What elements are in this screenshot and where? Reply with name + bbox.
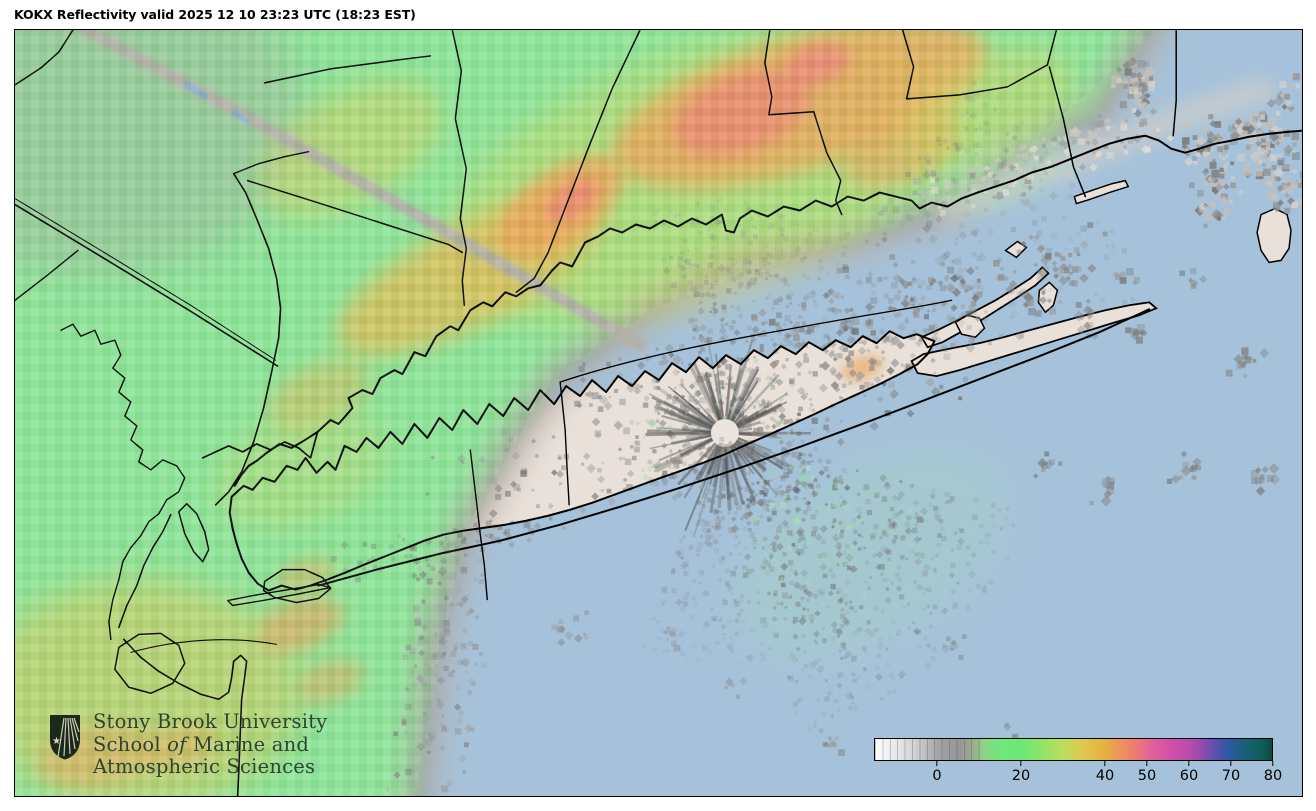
colorbar-tick-label: 0 (932, 768, 942, 784)
logo-line-3: Atmospheric Sciences (93, 755, 316, 778)
mid-salmon-spot (545, 178, 599, 223)
bl-orange2 (296, 659, 365, 704)
sbu-shield-icon: ★ (50, 715, 80, 760)
bronx-coastline (201, 431, 319, 459)
shield-star: ★ (52, 736, 61, 747)
ne-orange (843, 109, 960, 188)
colorbar-tickmark (1188, 761, 1190, 766)
map-title: KOKX Reflectivity valid 2025 12 10 23:23… (14, 7, 416, 22)
east-ocean-clumps (1022, 255, 1281, 507)
colorbar-tickmark (1104, 761, 1106, 766)
hudson-branch-line (232, 150, 310, 175)
county-line-topleft (15, 30, 74, 86)
sw-edge-speckle (384, 527, 487, 793)
connecticut-coastline (316, 129, 1302, 433)
ct-ri-line-1 (901, 30, 1058, 100)
topright-dense (1111, 56, 1302, 229)
westchester-coastline (233, 430, 319, 487)
bl-orange1 (257, 596, 344, 653)
colorbar-tickmark (1020, 761, 1022, 766)
colorbar-frame (874, 738, 1273, 761)
barrier-islands-line (317, 308, 1151, 587)
sbu-logo: ★ Stony Brook University School of Marin… (47, 710, 328, 779)
colorbar-tick-label: 40 (1095, 768, 1115, 784)
harbor-shoreline (118, 513, 172, 629)
boundary-layer (15, 30, 1302, 796)
nj-county-line-2 (108, 459, 186, 641)
staten-island-outline (114, 632, 186, 695)
bl-orange4 (139, 723, 218, 771)
colorbar: 0 20 40 50 60 70 80 (874, 738, 1282, 784)
sandy-hook-spit (232, 654, 248, 796)
raritan-bay-coast (123, 638, 235, 701)
ny-nj-border (15, 203, 279, 367)
nassau-suffolk-line (559, 381, 570, 506)
hudson-river (214, 172, 282, 506)
ct-diagonal-line (246, 179, 464, 254)
echo-layer (15, 30, 1275, 796)
ne-coast-speckle (918, 101, 1175, 216)
west-orange-patch (267, 359, 370, 431)
long-island-coastline (228, 330, 936, 592)
se-green-wash (733, 449, 1007, 660)
top-salmon-core (673, 69, 811, 157)
ct-top-diagonal-line (263, 55, 432, 84)
plum-island (1004, 240, 1028, 259)
colorbar-tick-label: 50 (1137, 768, 1157, 784)
ny-nj-border-parallel (15, 198, 277, 361)
colorbar-tick-label: 60 (1179, 768, 1199, 784)
shield-rays (57, 717, 80, 758)
manhattan-outline (177, 503, 210, 563)
ct-county-vertical-1 (451, 30, 468, 307)
colorbar-tickmark (1272, 761, 1274, 766)
colorbar-tick-label: 20 (1011, 768, 1031, 784)
colorbar-tickmark (1146, 761, 1148, 766)
top-salmon-spot2 (786, 42, 850, 85)
colorbar-step-lines (875, 739, 983, 760)
radar-site (711, 419, 738, 446)
nj-county-line-1 (60, 323, 152, 471)
logo-line-2: School of Marine and (93, 732, 310, 756)
gray-transition-edge (396, 30, 1177, 796)
colorbar-gradient (875, 739, 1272, 760)
logo-line-1: Stony Brook University (93, 710, 328, 733)
block-island (1256, 207, 1292, 264)
ct-ri-line-2 (1048, 66, 1087, 198)
queens-nassau-line (469, 449, 488, 601)
e-yellow (895, 47, 1074, 171)
colorbar-tickmark (936, 761, 938, 766)
nw-yellow (259, 79, 442, 218)
radar-map: 0 20 40 50 60 70 80 ★ Stony Brook University S… (14, 29, 1303, 797)
colorbar-tick-label: 80 (1263, 768, 1283, 784)
hudson-valley-haze (69, 30, 651, 356)
hudson-river-blue2 (231, 109, 250, 124)
jamaica-bay (262, 568, 332, 604)
south-ocean-sparse (551, 610, 1019, 757)
jamaica-orange (274, 557, 337, 593)
sbu-logo-text: Stony Brook University School of Marine … (93, 710, 328, 779)
gardiners-island (1037, 281, 1059, 314)
se-green-streaks (751, 464, 932, 663)
channel-contour-line (130, 639, 278, 653)
ri-border-vertical (1172, 30, 1177, 137)
nj-county-line-3 (15, 249, 79, 301)
north-shore-offshore-line (559, 299, 953, 383)
colorbar-tick-label: 70 (1221, 768, 1241, 784)
ct-county-vertical-2 (764, 30, 843, 216)
hudson-river-blue1 (183, 81, 208, 99)
colorbar-tickmark (1230, 761, 1232, 766)
fishers-island (1073, 179, 1130, 205)
gray-transition-inner (410, 30, 1161, 796)
map-canvas (15, 30, 1302, 796)
radar-site-hole (711, 419, 738, 446)
hudson-valley-gap (75, 30, 646, 351)
topleft-thin-echo (15, 30, 306, 276)
ny-ct-border (515, 30, 641, 294)
nassau-yellow-tint (214, 409, 388, 530)
